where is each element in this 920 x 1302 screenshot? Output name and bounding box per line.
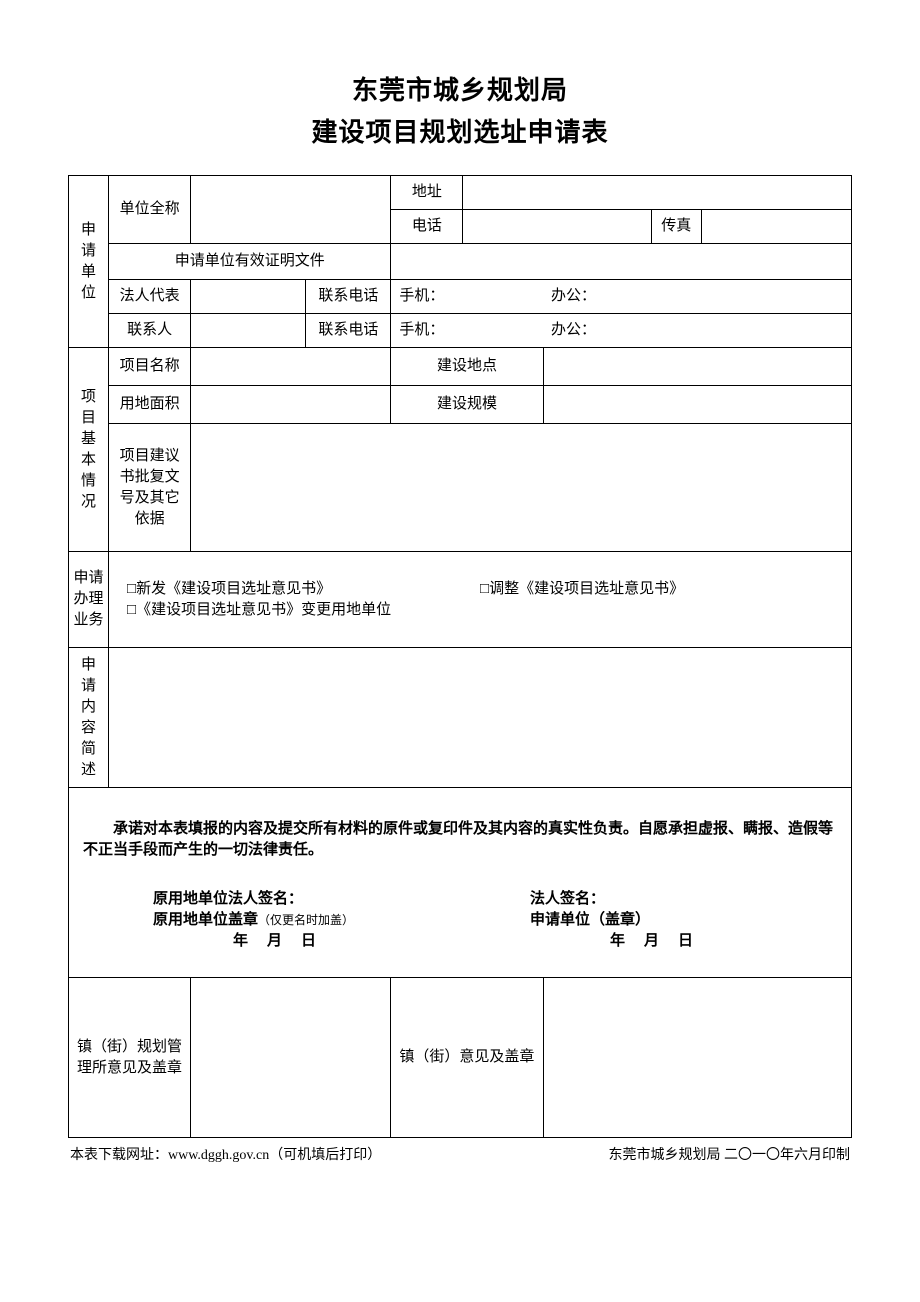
orig-legal-sign-label: 原用地单位法人签名： [83,889,460,910]
address-field[interactable] [463,176,852,210]
legal-rep-office-label: 办公： [543,280,851,314]
fax-field[interactable] [701,210,851,244]
contact-person-label: 联系人 [109,314,191,348]
declaration-cell: 承诺对本表填报的内容及提交所有材料的原件或复印件及其内容的真实性负责。自愿承担虚… [69,788,852,978]
land-area-field[interactable] [191,386,391,424]
page: 东莞市城乡规划局 建设项目规划选址申请表 申 请 单 位 单位全称 地址 电话 … [0,0,920,1302]
orig-date-line: 年 月 日 [83,931,460,952]
contact-phone-label: 联系电话 [306,314,391,348]
project-name-label: 项目名称 [109,348,191,386]
applicant-date-line: 年 月 日 [460,931,837,952]
proposal-label: 项目建议 书批复文 号及其它 依据 [109,424,191,552]
cert-field[interactable] [391,244,852,280]
phone-label: 电话 [391,210,463,244]
checkbox-new-issue[interactable]: □新发《建设项目选址意见书》 [127,579,480,600]
contact-mobile-label: 手机： [391,314,543,348]
applicant-seal-label: 申请单位（盖章） [460,910,837,931]
legal-rep-label: 法人代表 [109,280,191,314]
business-group-label: 申请 办理 业务 [69,552,109,648]
applicant-group-label: 申 请 单 位 [69,176,109,348]
declaration-text: 承诺对本表填报的内容及提交所有材料的原件或复印件及其内容的真实性负责。自愿承担虚… [83,819,837,861]
original-unit-signature-block: 原用地单位法人签名： 原用地单位盖章（仅更名时加盖） 年 月 日 [83,889,460,952]
legal-rep-field[interactable] [191,280,306,314]
legal-rep-mobile-label: 手机： [391,280,543,314]
orig-unit-seal-label: 原用地单位盖章（仅更名时加盖） [83,910,460,931]
unit-full-name-label: 单位全称 [109,176,191,244]
legal-sign-label: 法人签名： [460,889,837,910]
build-location-field[interactable] [543,348,851,386]
proposal-field[interactable] [191,424,852,552]
footer-left: 本表下载网址：www.dggh.gov.cn（可机填后打印） [70,1144,381,1164]
planning-office-opinion-label: 镇（街）规划管理所意见及盖章 [69,978,191,1138]
title-block: 东莞市城乡规划局 建设项目规划选址申请表 [68,70,852,153]
build-scale-field[interactable] [543,386,851,424]
fax-label: 传真 [651,210,701,244]
contact-office-label: 办公： [543,314,851,348]
contact-person-field[interactable] [191,314,306,348]
form-title: 建设项目规划选址申请表 [68,112,852,154]
business-options: □新发《建设项目选址意见书》 □调整《建设项目选址意见书》 □《建设项目选址意见… [109,552,852,648]
planning-office-opinion-field[interactable] [191,978,391,1138]
project-group-label: 项 目 基 本 情 况 [69,348,109,552]
build-location-label: 建设地点 [391,348,543,386]
checkbox-change-unit[interactable]: □《建设项目选址意见书》变更用地单位 [127,600,480,621]
checkbox-adjust[interactable]: □调整《建设项目选址意见书》 [480,579,833,600]
content-brief-field[interactable] [109,648,852,788]
town-opinion-field[interactable] [543,978,851,1138]
project-name-field[interactable] [191,348,391,386]
org-name: 东莞市城乡规划局 [68,70,852,112]
cert-label: 申请单位有效证明文件 [109,244,391,280]
content-brief-group-label: 申 请 内 容 简 述 [69,648,109,788]
footer-right: 东莞市城乡规划局 二〇一〇年六月印制 [609,1144,851,1164]
town-opinion-label: 镇（街）意见及盖章 [391,978,543,1138]
address-label: 地址 [391,176,463,210]
legal-rep-contact-phone-label: 联系电话 [306,280,391,314]
build-scale-label: 建设规模 [391,386,543,424]
phone-field[interactable] [463,210,651,244]
applicant-signature-block: 法人签名： 申请单位（盖章） 年 月 日 [460,889,837,952]
application-form-table: 申 请 单 位 单位全称 地址 电话 传真 申请单位有效证明文件 法人代表 联系… [68,175,852,1138]
land-area-label: 用地面积 [109,386,191,424]
footer: 本表下载网址：www.dggh.gov.cn（可机填后打印） 东莞市城乡规划局 … [68,1144,852,1164]
unit-full-name-field[interactable] [191,176,391,244]
